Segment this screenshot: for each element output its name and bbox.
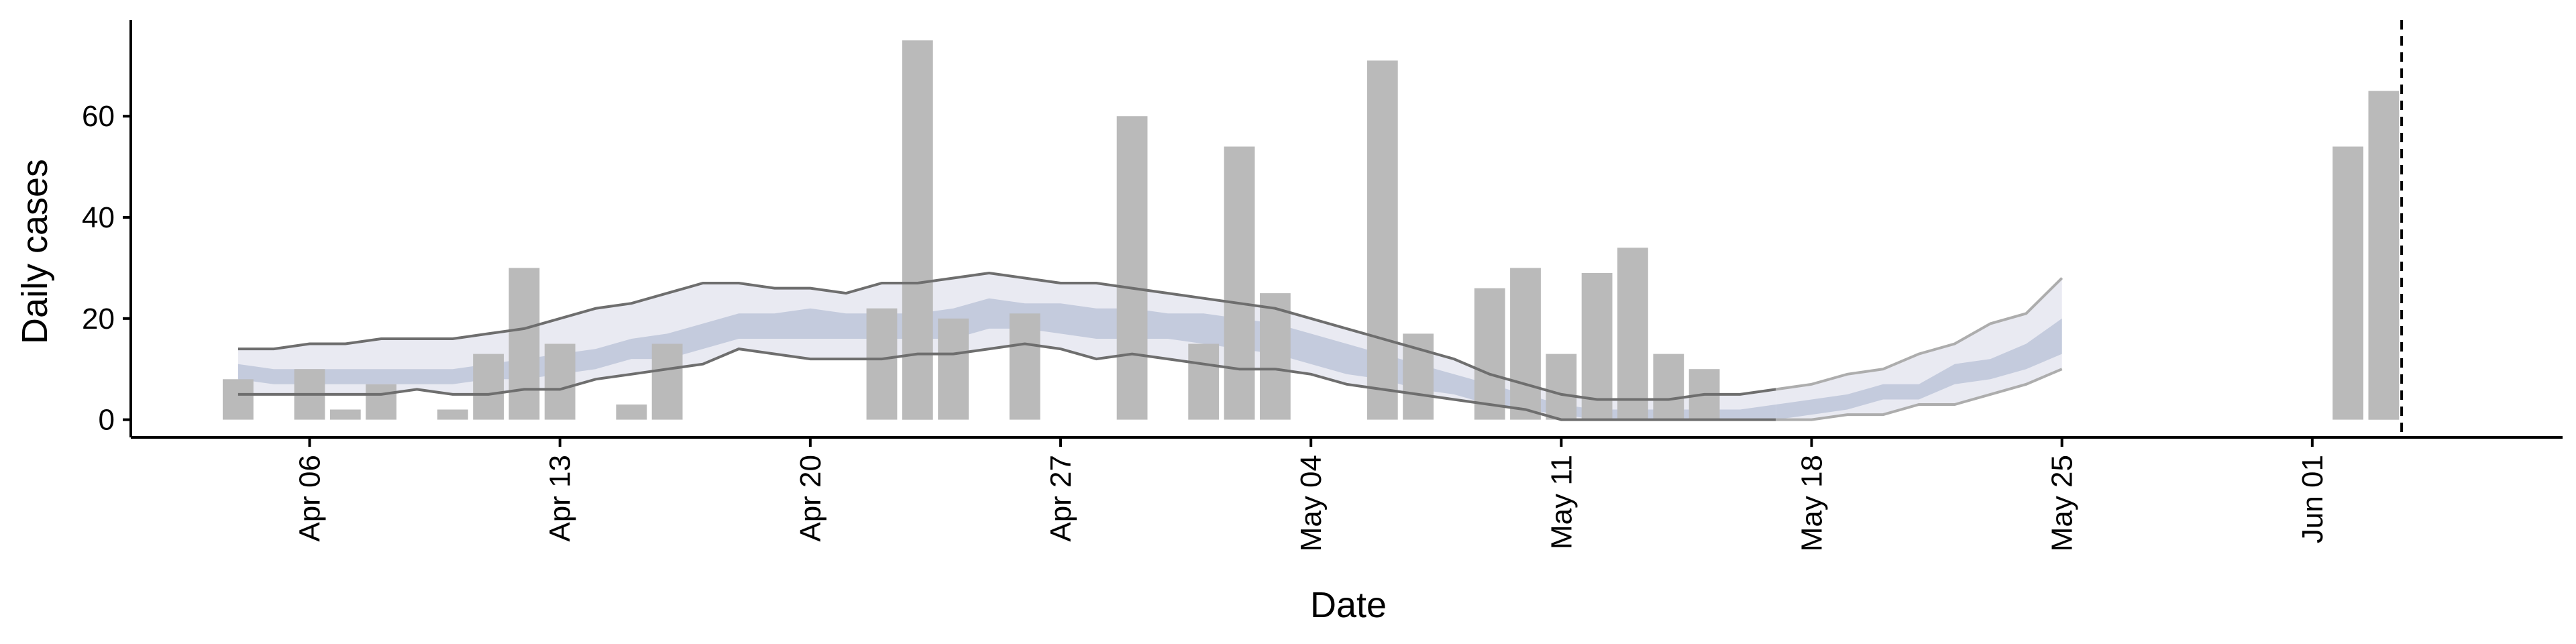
bar-2020-04-15 [616, 405, 647, 420]
bar-2020-04-10 [437, 409, 468, 420]
bar-2020-04-24 [938, 318, 969, 420]
bar-2020-04-16 [651, 343, 683, 420]
x-axis-title: Date [1310, 585, 1387, 625]
bar-2020-04-11 [473, 354, 504, 420]
forecast-inner-band [1776, 318, 2062, 420]
bar-2020-05-03 [1260, 293, 1291, 420]
x-tick-label-2020-04-06: Apr 06 [294, 455, 327, 542]
y-axis-title: Daily cases [15, 159, 55, 344]
bar-2020-05-02 [1224, 146, 1255, 420]
bar-2020-05-06 [1366, 60, 1398, 420]
y-tick-label-20: 20 [82, 303, 115, 335]
bound-lines [237, 271, 2063, 421]
bar-2020-05-01 [1188, 343, 1220, 420]
bar-2020-04-08 [366, 384, 396, 420]
x-tick-label-2020-04-20: Apr 20 [794, 455, 827, 542]
axes: 0 20 40 60 Apr 06 Apr 13 Apr 20 Apr 27 May 04 May… [82, 20, 2563, 551]
bar-2020-05-13 [1617, 248, 1648, 420]
bar-2020-04-12 [508, 268, 540, 420]
bar-2020-06-02 [2332, 146, 2363, 420]
y-tick-label-60: 60 [82, 100, 115, 133]
bar-2020-05-09 [1474, 288, 1505, 420]
x-tick-label-2020-04-13: Apr 13 [544, 455, 577, 542]
bar-2020-04-26 [1009, 313, 1040, 420]
estimate-upper-line [237, 271, 1776, 401]
y-tick-label-40: 40 [82, 201, 115, 234]
forecast-outer-band [1776, 278, 2062, 420]
forecast-lower-line [1776, 368, 2063, 421]
bar-2020-04-04 [223, 379, 254, 420]
bar-2020-04-07 [329, 409, 361, 420]
forecast-upper-line [1775, 277, 2063, 391]
bar-2020-05-10 [1510, 268, 1541, 420]
x-tick-label-2020-06-01: Jun 01 [2296, 455, 2329, 543]
bar-2020-06-03 [2368, 91, 2400, 420]
bar-2020-05-14 [1653, 354, 1684, 420]
bar-2020-04-29 [1116, 116, 1148, 420]
y-tick-label-0: 0 [99, 404, 115, 437]
x-tick-label-2020-05-04: May 04 [1295, 455, 1328, 551]
x-tick-label-2020-05-11: May 11 [1545, 455, 1578, 549]
x-tick-label-2020-04-27: Apr 27 [1044, 455, 1077, 542]
bar-2020-05-12 [1581, 273, 1613, 420]
bar-2020-05-11 [1546, 354, 1577, 420]
x-tick-label-2020-05-25: May 25 [2046, 455, 2079, 551]
bar-2020-04-13 [544, 343, 576, 420]
bar-2020-04-23 [902, 40, 933, 420]
x-tick-label-2020-05-18: May 18 [1796, 455, 1829, 551]
bar-2020-04-22 [866, 308, 898, 420]
observed-cases-bars [223, 40, 2400, 420]
estimate-lower-line [237, 342, 1776, 421]
